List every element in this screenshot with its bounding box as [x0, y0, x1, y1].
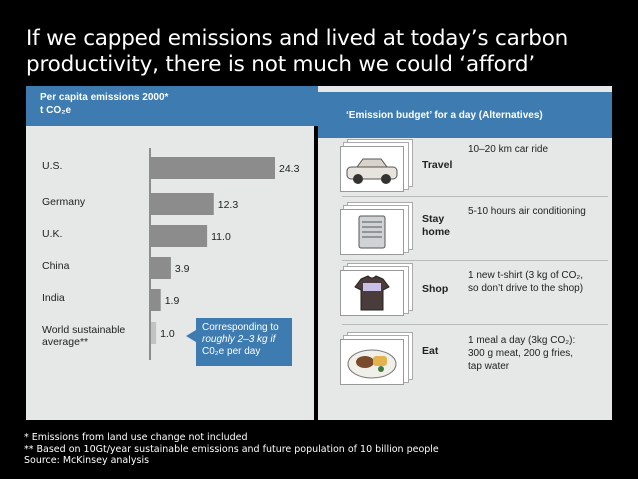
- budget-title: ‘Emission budget’ for a day (Alternative…: [346, 110, 543, 121]
- air-conditioner-icon: [340, 209, 404, 255]
- callout-line-3: C0₂e per day: [202, 346, 261, 357]
- callout-arrow: [186, 330, 196, 342]
- alternative-category: Eat: [422, 345, 439, 357]
- bar-value-label: 1.9: [165, 295, 180, 307]
- sustainable-average-callout: Corresponding to roughly 2–3 kg if C0₂e …: [196, 318, 292, 366]
- bar-0: [151, 157, 275, 179]
- footnote-1: * Emissions from land use change not inc…: [24, 432, 248, 443]
- callout-line-2: roughly 2–3 kg if: [202, 334, 276, 345]
- callout-line-1: Corresponding to: [202, 322, 279, 333]
- source-note: Source: McKinsey analysis: [24, 455, 150, 466]
- bar-value-label: 12.3: [218, 199, 239, 211]
- category-label: U.S.: [42, 160, 62, 172]
- bar-1: [151, 193, 214, 215]
- bar-3: [151, 257, 171, 279]
- category-label: India: [42, 292, 65, 304]
- row-divider: [342, 196, 608, 197]
- bar-value-label: 1.0: [160, 328, 175, 340]
- alternative-category: Shop: [422, 283, 449, 295]
- alternative-category-line-2: home: [422, 226, 451, 238]
- budget-header: ‘Emission budget’ for a day (Alternative…: [318, 92, 612, 138]
- car-icon: [340, 146, 404, 192]
- alternative-description: 10–20 km car ride: [468, 144, 549, 155]
- alternative-description-line-2: so don’t drive to the shop): [468, 283, 584, 294]
- row-divider: [342, 324, 608, 325]
- footnotes: * Emissions from land use change not inc…: [24, 432, 439, 467]
- bar-2: [151, 225, 208, 247]
- bar-value-label: 24.3: [279, 163, 300, 175]
- category-label: U.K.: [42, 228, 62, 240]
- bar-value-label: 3.9: [175, 263, 190, 275]
- slide-title-line-2: productivity, there is not much we could…: [26, 52, 535, 77]
- tshirt-icon: [340, 270, 404, 316]
- alternative-description-line-2: 300 g meat, 200 g fries,: [468, 348, 574, 359]
- category-label: China: [42, 260, 70, 272]
- chart-header: Per capita emissions 2000* t CO₂e: [26, 86, 320, 126]
- chart-unit: t CO₂e: [40, 105, 72, 116]
- meal-plate-icon: [340, 339, 404, 385]
- category-label: average**: [42, 336, 88, 348]
- bar-value-label: 11.0: [211, 231, 231, 243]
- alternative-description-line-3: tap water: [468, 361, 510, 372]
- slide-title-line-1: If we capped emissions and lived at toda…: [26, 26, 569, 51]
- alternative-description-line-1: 1 meal a day (3kg CO₂):: [468, 335, 576, 346]
- category-label: World sustainable: [42, 324, 125, 336]
- alternative-description: 5-10 hours air conditioning: [468, 206, 586, 217]
- category-label: Germany: [42, 196, 86, 208]
- bar-4: [151, 289, 161, 311]
- alternative-description-line-1: 1 new t-shirt (3 kg of CO₂,: [468, 270, 584, 281]
- alternative-category: Stay: [422, 213, 445, 225]
- chart-title: Per capita emissions 2000*: [40, 92, 169, 103]
- row-divider: [342, 260, 608, 261]
- slide-title: If we capped emissions and lived at toda…: [26, 26, 626, 78]
- footnote-2: ** Based on 10Gt/year sustainable emissi…: [24, 443, 439, 455]
- alternative-category: Travel: [422, 159, 453, 171]
- bar-5: [151, 322, 157, 344]
